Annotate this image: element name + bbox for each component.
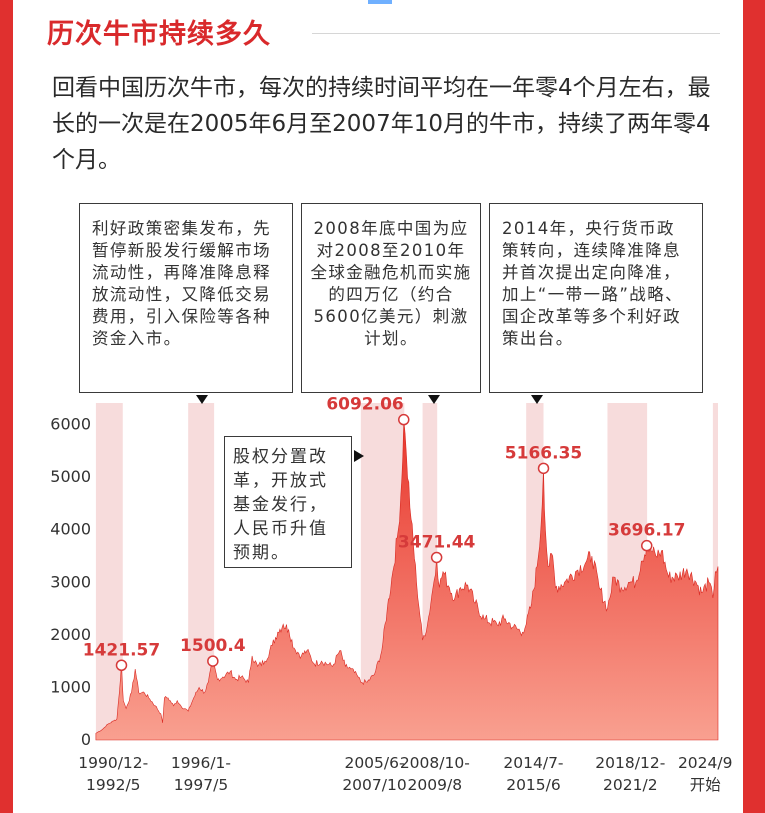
y-tick-label: 3000	[50, 572, 91, 591]
title-divider	[312, 33, 720, 34]
x-tick-label: 2008/10-	[400, 754, 470, 772]
x-tick-label: 开始	[690, 776, 722, 794]
x-tick-label: 1990/12-	[78, 754, 148, 772]
peak-value-label: 1500.4	[180, 636, 246, 656]
peak-marker	[537, 462, 550, 475]
peak-value-label: 1421.57	[83, 640, 160, 660]
callout-pointer	[354, 450, 364, 462]
y-tick-label: 6000	[50, 415, 91, 434]
top-tab-marker	[368, 0, 392, 4]
x-tick-label: 2009/8	[408, 776, 463, 794]
peak-value-label: 3696.17	[608, 521, 685, 541]
x-tick-label: 1992/5	[86, 776, 141, 794]
peak-marker	[640, 539, 653, 552]
x-tick-label: 2014/7-	[503, 754, 563, 772]
peak-marker	[115, 659, 128, 672]
intro-paragraph: 回看中国历次牛市，每次的持续时间平均在一年零4个月左右，最长的一次是在2005年…	[52, 75, 711, 173]
callout-pointer	[531, 395, 543, 404]
x-tick-label: 2018/12-	[595, 754, 665, 772]
y-tick-label: 4000	[50, 520, 91, 539]
x-tick-label: 2007/10	[342, 776, 406, 794]
y-tick-label: 1000	[50, 677, 91, 696]
callout-pointer	[196, 395, 208, 404]
x-tick-label: 2015/6	[506, 776, 561, 794]
right-accent-bar	[743, 0, 765, 813]
y-tick-label: 5000	[50, 467, 91, 486]
left-accent-bar	[0, 0, 13, 813]
x-tick-label: 2021/2	[603, 776, 658, 794]
peak-value-label: 6092.06	[326, 395, 403, 415]
peak-marker	[430, 551, 443, 564]
x-tick-label: 2005/6-	[344, 754, 404, 772]
x-tick-label: 2024/9	[678, 754, 733, 772]
annotation-2005-reform: 股权分置改革，开放式基金发行，人民币升值预期。	[224, 436, 352, 568]
bull-band-1	[95, 403, 123, 740]
index-area-chart: 0 1000 2000 3000 4000 5000 6000 1990/12- 1992/5 1…	[50, 395, 733, 794]
peak-marker	[398, 413, 410, 426]
callout-pointer	[428, 395, 440, 404]
y-tick-label: 0	[81, 730, 91, 749]
x-tick-label: 1996/1-	[171, 754, 231, 772]
annotation-2014-policy: 2014年，央行货币政策转向，连续降准降息并首次提出定向降准，加上“一带一路”战…	[489, 203, 703, 393]
page-title: 历次牛市持续多久	[47, 19, 271, 50]
y-tick-label: 2000	[50, 625, 91, 644]
peak-value-label: 3471.44	[398, 532, 476, 552]
x-tick-label: 1997/5	[174, 776, 229, 794]
peak-marker	[207, 655, 219, 667]
annotation-1996-policy: 利好政策密集发布，先暂停新股发行缓解市场流动性，再降准降息释放流动性，又降低交易…	[79, 203, 293, 393]
annotation-2008-stimulus: 2008年底中国为应对2008至2010年全球金融危机而实施的四万亿（约合560…	[301, 203, 481, 393]
peak-value-label: 5166.35	[505, 443, 582, 463]
